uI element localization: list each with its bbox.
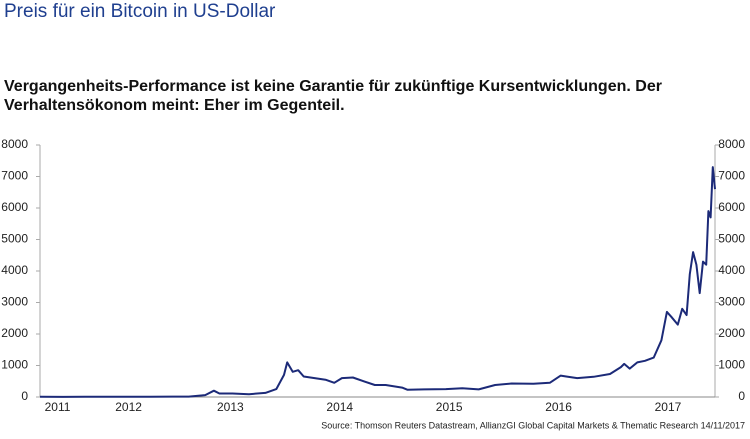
x-tick-label: 2012 xyxy=(115,400,142,414)
x-tick-label: 2016 xyxy=(545,400,572,414)
chart-subtitle: Verhaltensökonom meint: Eher im Gegentei… xyxy=(4,97,345,114)
y-tick-label: 7000 xyxy=(1,169,28,183)
y-tick-label: 6000 xyxy=(1,200,28,214)
y2-tick-label: 7000 xyxy=(718,169,745,183)
y2-tick-label: 1000 xyxy=(718,358,745,372)
x-tick-label: 2011 xyxy=(45,400,71,414)
y2-tick-label: 8000 xyxy=(718,137,745,151)
y-tick-label: 2000 xyxy=(1,326,28,340)
x-tick-label: 2013 xyxy=(217,400,244,414)
x-tick-label: 2015 xyxy=(436,400,463,414)
y-tick-label: 4000 xyxy=(1,263,28,277)
y2-tick-label: 0 xyxy=(738,389,745,403)
y-tick-label: 0 xyxy=(21,389,28,403)
y2-tick-label: 2000 xyxy=(718,326,745,340)
y-tick-label: 1000 xyxy=(1,358,28,372)
y-tick-label: 8000 xyxy=(1,137,28,151)
chart-title: Preis für ein Bitcoin in US-Dollar xyxy=(4,1,276,22)
y2-tick-label: 6000 xyxy=(718,200,745,214)
chart-subtitle: Vergangenheits-Performance ist keine Gar… xyxy=(4,78,662,95)
y-tick-label: 5000 xyxy=(1,232,28,246)
y2-tick-label: 3000 xyxy=(718,295,745,309)
y2-tick-label: 5000 xyxy=(718,232,745,246)
price-line xyxy=(39,166,716,398)
y-tick-label: 3000 xyxy=(1,295,28,309)
x-tick-label: 2017 xyxy=(655,400,682,414)
source-note: Source: Thomson Reuters Datastream, Alli… xyxy=(321,420,745,430)
x-tick-label: 2014 xyxy=(326,400,353,414)
y2-tick-label: 4000 xyxy=(718,263,745,277)
